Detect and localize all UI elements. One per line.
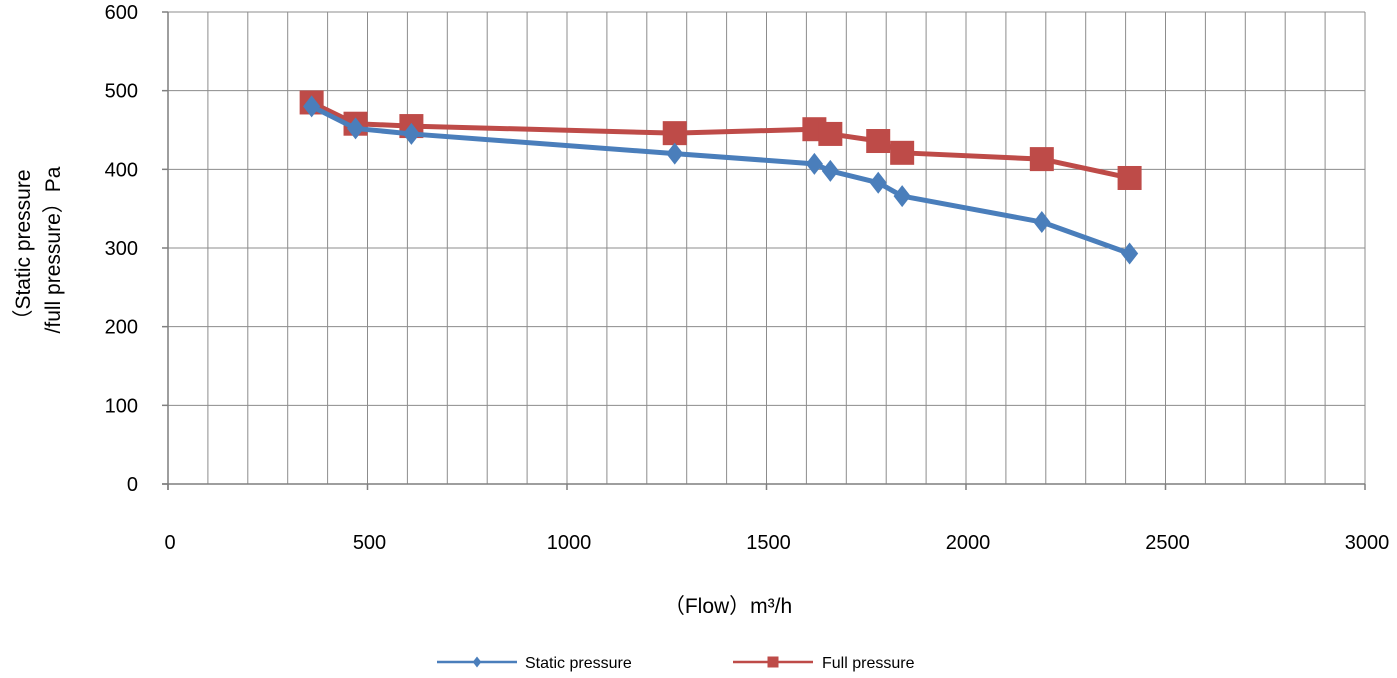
data-point (818, 121, 843, 146)
y-tick-label: 200 (105, 317, 138, 339)
legend-marker (472, 656, 482, 668)
y-axis-title-line-2: /full pressure）Pa (42, 166, 65, 333)
grid (168, 11, 1366, 484)
data-point (402, 122, 420, 145)
legend-label: Full pressure (822, 655, 915, 672)
data-point (1029, 147, 1054, 172)
x-tick-label: 2000 (946, 532, 991, 554)
data-point (821, 159, 839, 182)
legend-item-static-pressure: Static pressure (437, 655, 632, 672)
series-line (310, 104, 1131, 256)
data-point (346, 117, 365, 140)
series-layer (299, 90, 1142, 265)
y-tick-label: 600 (105, 2, 138, 24)
legend-label: Static pressure (525, 655, 632, 672)
data-point (1033, 211, 1051, 234)
data-point (662, 121, 687, 146)
data-point (805, 152, 823, 175)
legend-item-full-pressure: Full pressure (733, 655, 915, 672)
data-point (303, 95, 321, 118)
y-tick-label: 500 (105, 81, 138, 103)
x-tick-label: 3000 (1345, 532, 1390, 554)
x-tick-label: 0 (164, 532, 175, 554)
axes (162, 11, 1366, 490)
data-point (869, 171, 887, 194)
y-tick-label: 400 (105, 159, 138, 181)
data-point (890, 140, 915, 165)
tick-labels: 0 100 200 300 400 500 600 0 500 1000 1500 2000 2500 3… (105, 2, 1390, 554)
y-tick-label: 300 (105, 238, 138, 260)
x-tick-label: 1500 (746, 532, 791, 554)
legend: Static pressure Full pressure (437, 655, 915, 672)
x-tick-label: 2500 (1145, 532, 1190, 554)
data-point (893, 185, 911, 208)
y-axis-title-line-1: （Static pressure (12, 169, 35, 330)
data-point (1117, 165, 1142, 190)
x-tick-label: 500 (353, 532, 386, 554)
x-tick-label: 1000 (547, 532, 592, 554)
legend-marker (767, 656, 779, 668)
data-point (1121, 242, 1139, 265)
data-point (866, 129, 891, 154)
x-axis-title: （Flow）m³/h (664, 595, 792, 618)
series-line (310, 100, 1131, 181)
y-tick-label: 100 (105, 395, 138, 417)
data-point (666, 142, 684, 165)
series-full-pressure (299, 90, 1142, 190)
y-tick-label: 0 (127, 474, 138, 496)
series-static-pressure (303, 95, 1139, 265)
